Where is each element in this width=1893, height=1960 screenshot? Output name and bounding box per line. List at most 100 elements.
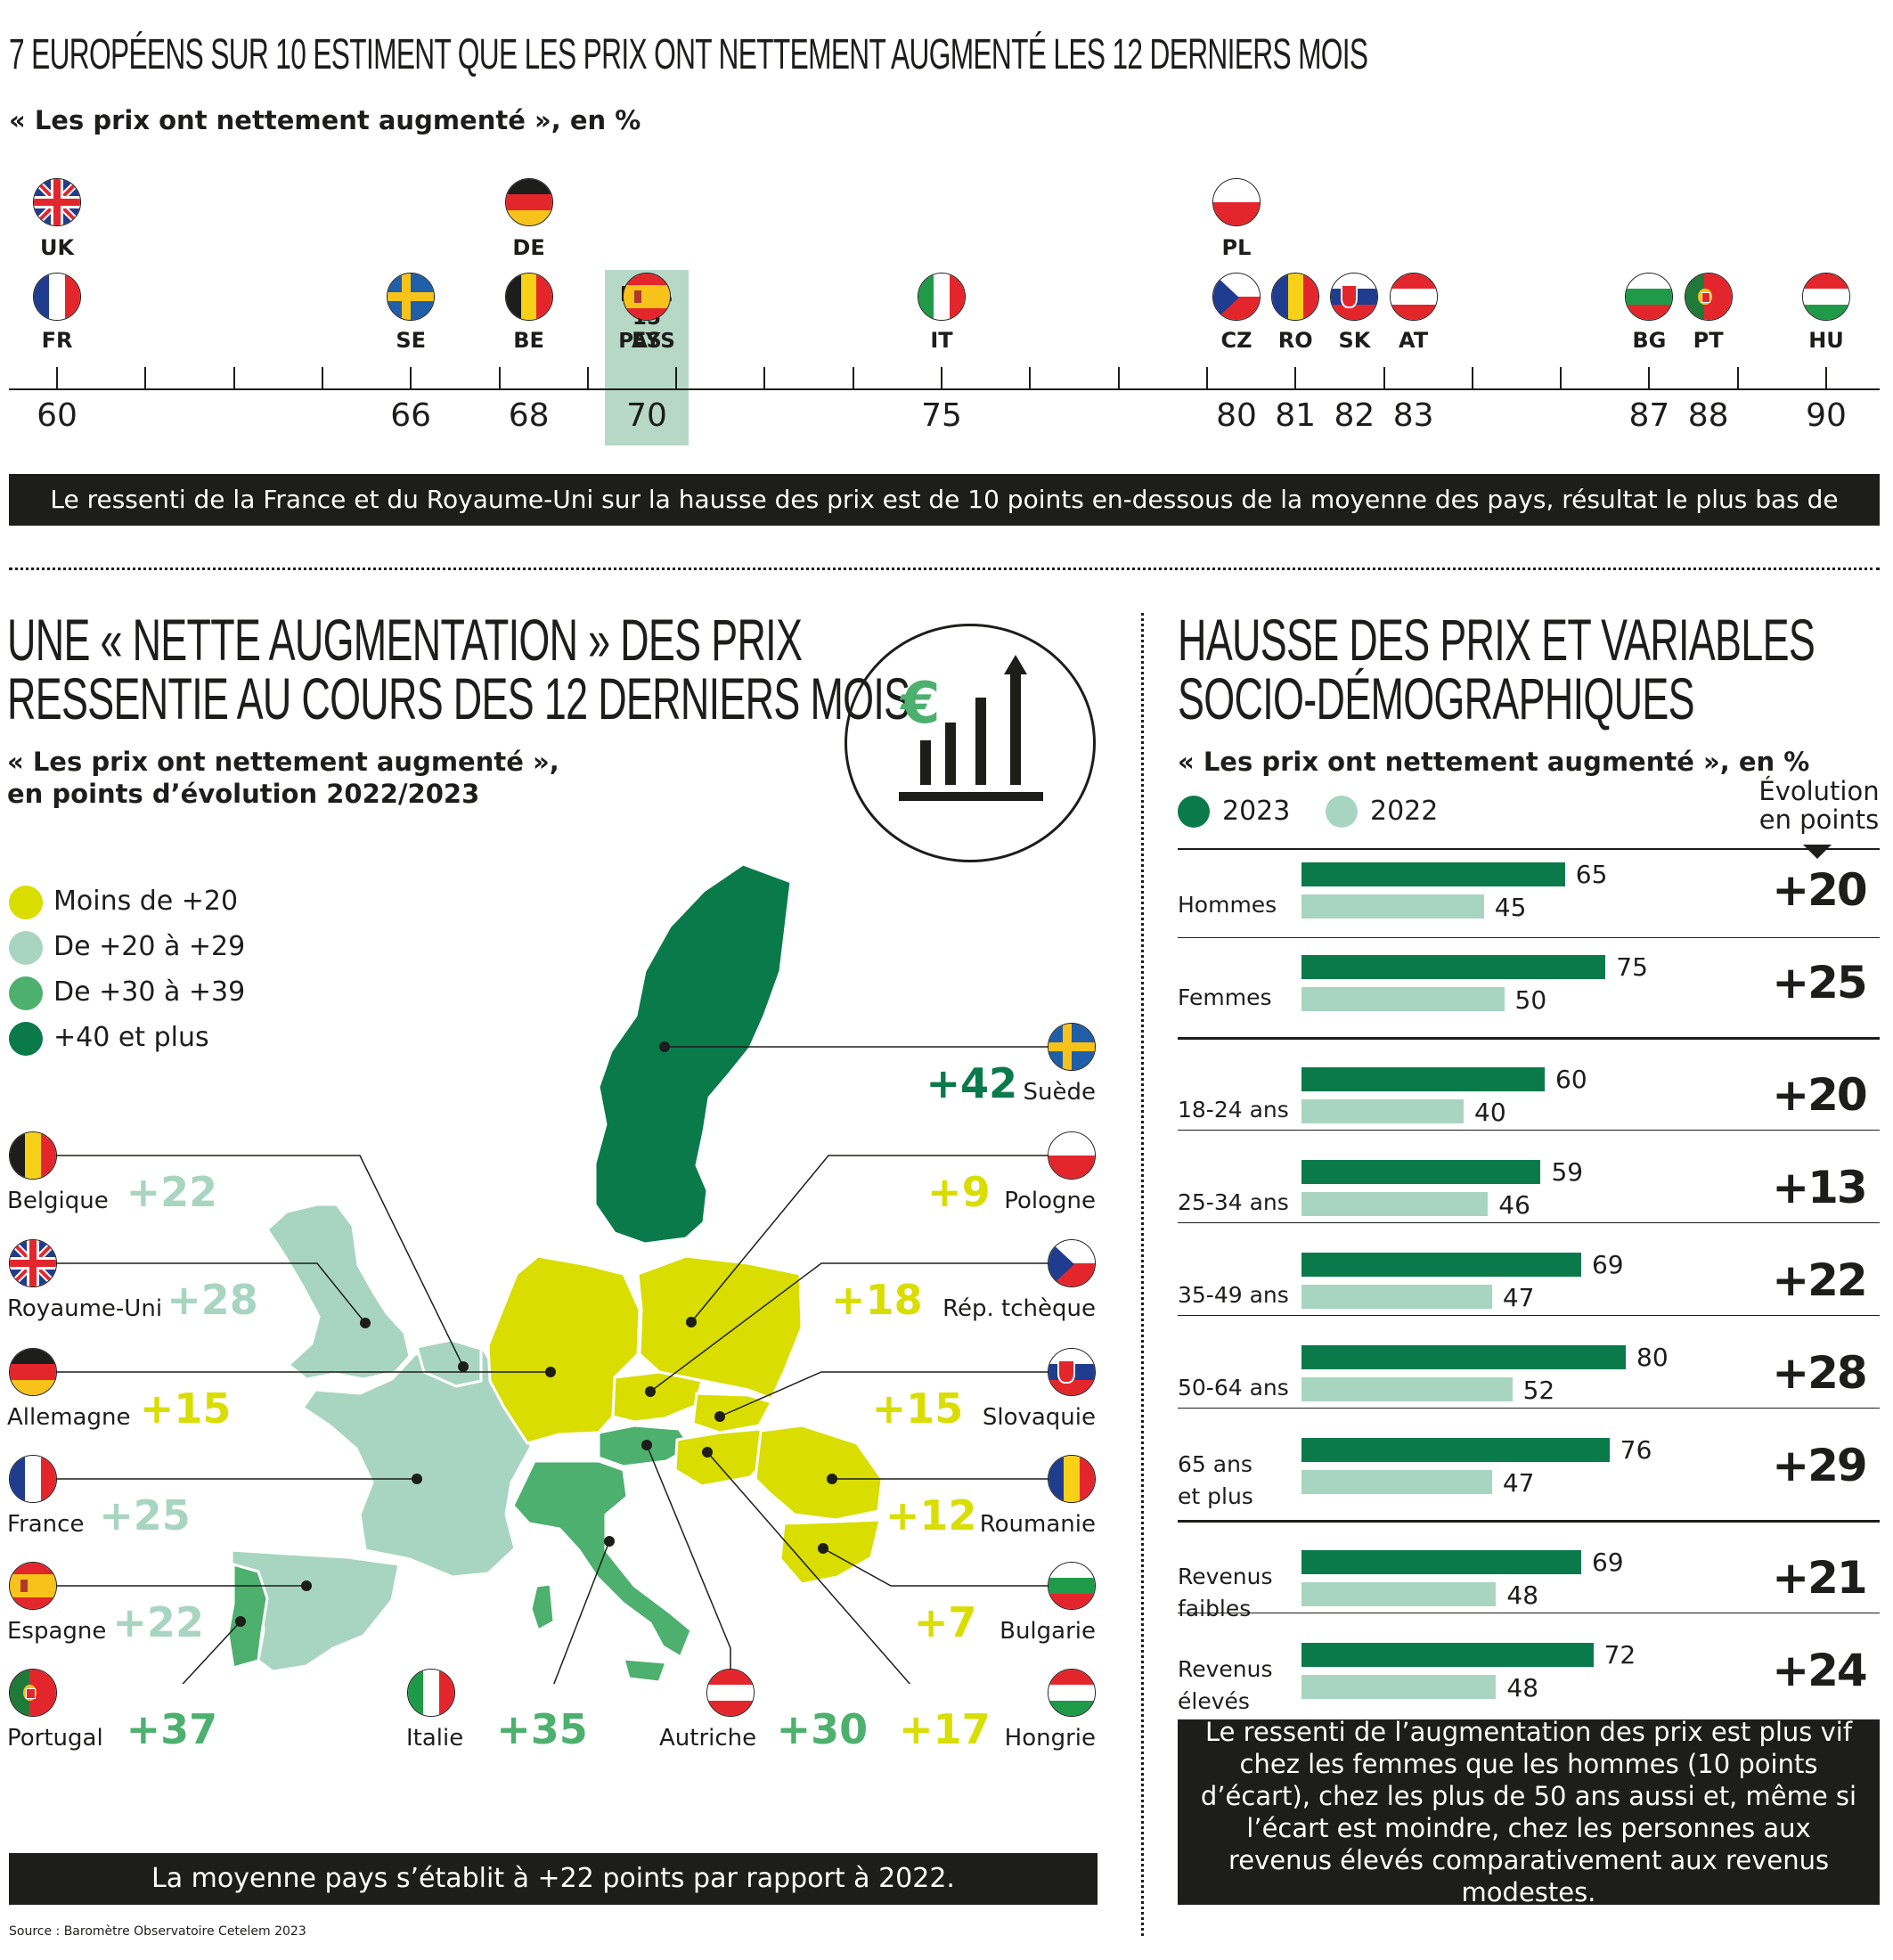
- euro-icon: €: [901, 671, 941, 737]
- legend-2023-label: 2023: [1222, 796, 1291, 827]
- dot-slovakia: [714, 1411, 725, 1422]
- dot-romania: [827, 1474, 837, 1484]
- flag-fr-icon: [9, 1455, 57, 1503]
- map-czechia: [611, 1370, 704, 1424]
- country-code-label: PL: [1221, 235, 1252, 260]
- legend-label: Moins de +20: [53, 886, 239, 917]
- row-label-line1: 18-24 ans: [1178, 1097, 1289, 1123]
- map-note-text: La moyenne pays s’établit à +22 points p…: [151, 1863, 955, 1894]
- axis-tick: [1029, 367, 1032, 388]
- tick-label: 70: [626, 397, 667, 434]
- map-subtitle-line2: en points d’évolution 2022/2023: [7, 779, 480, 809]
- row-label-line1: Hommes: [1178, 892, 1277, 918]
- flag-it-icon: [918, 273, 966, 321]
- callout-value: +22: [126, 1168, 218, 1216]
- callout-country-name: Slovaquie: [982, 1404, 1096, 1431]
- dot-hungary: [702, 1447, 713, 1458]
- leader-hungary: [706, 1451, 911, 1684]
- socio-title-line2: SOCIO-DÉMOGRAPHIQUES: [1178, 666, 1695, 731]
- row-label-line2: élevés: [1178, 1688, 1250, 1714]
- flag-es-icon: [623, 273, 671, 321]
- row-separator: [1178, 1315, 1880, 1316]
- bar-value-2022: 48: [1506, 1580, 1539, 1610]
- bar-value-2022: 52: [1522, 1376, 1555, 1405]
- axis-tick: [1205, 367, 1208, 388]
- legend-2022-label: 2022: [1370, 796, 1439, 827]
- tick-label: 60: [37, 397, 78, 434]
- flag-es-icon: [9, 1562, 57, 1610]
- legend-dot: [9, 931, 43, 965]
- flag-at-icon: [706, 1669, 755, 1717]
- bar-2022: [1301, 1192, 1489, 1216]
- bar-value-2022: 47: [1502, 1283, 1535, 1312]
- map-sicily: [622, 1657, 668, 1684]
- bar-value-2023: 59: [1551, 1157, 1584, 1187]
- row-label-line1: 50-64 ans: [1178, 1375, 1289, 1401]
- axis-tick: [941, 367, 942, 388]
- evolution-header-line2: en points: [1758, 804, 1880, 835]
- evolution-header-line1: Évolution: [1758, 776, 1880, 806]
- country-code-label: UK: [39, 235, 75, 260]
- socio-title-line1: HAUSSE DES PRIX ET VARIABLES: [1178, 607, 1815, 673]
- icon-bar-1: [920, 740, 931, 785]
- axis-tick: [410, 367, 412, 388]
- source: Source : Baromètre Observatoire Cetelem …: [9, 1924, 306, 1939]
- map-germany: [486, 1254, 641, 1445]
- callout-value: +25: [99, 1491, 191, 1539]
- bar-value-2023: 69: [1591, 1250, 1624, 1279]
- bar-2022: [1301, 987, 1505, 1011]
- dot-portugal: [235, 1616, 246, 1627]
- row-label: Femmes: [1178, 982, 1272, 1014]
- flag-se-icon: [387, 273, 436, 321]
- flag-de-icon: [9, 1348, 57, 1396]
- country-code-label: SK: [1338, 328, 1371, 353]
- row-label: 65 ans et plus: [1178, 1449, 1253, 1513]
- bar-value-2022: 40: [1474, 1098, 1506, 1127]
- top-subtitle: « Les prix ont nettement augmenté », en …: [9, 105, 641, 135]
- icon-bar-2: [945, 723, 956, 785]
- evolution-value: +24: [1772, 1645, 1867, 1696]
- callout-country-name: France: [7, 1511, 85, 1538]
- bar-2022: [1301, 1582, 1497, 1606]
- leader-poland: [690, 1155, 1048, 1323]
- dot-poland: [686, 1317, 697, 1327]
- row-label: 25-34 ans: [1178, 1187, 1289, 1219]
- callout-value: +7: [913, 1598, 977, 1646]
- dot-uk: [360, 1318, 371, 1328]
- bar-2023: [1301, 1067, 1545, 1091]
- bar-2023: [1301, 1438, 1610, 1462]
- row-label: Revenus élevés: [1178, 1654, 1273, 1718]
- bar-value-2023: 60: [1555, 1065, 1587, 1094]
- bar-value-2022: 46: [1498, 1190, 1530, 1220]
- callout-value: +22: [112, 1598, 204, 1646]
- row-separator: [1178, 937, 1880, 938]
- bar-value-2022: 50: [1514, 985, 1547, 1015]
- top-title: 7 EUROPÉENS SUR 10 ESTIMENT QUE LES PRIX…: [9, 31, 1368, 78]
- bar-2023: [1301, 1550, 1581, 1574]
- bar-2022: [1301, 894, 1484, 919]
- country-code-label: IT: [930, 328, 953, 353]
- country-code-label: DE: [512, 235, 545, 260]
- tick-label: 88: [1687, 397, 1729, 434]
- row-label: 50-64 ans: [1178, 1372, 1289, 1404]
- country-code-label: CZ: [1220, 328, 1252, 353]
- tick-label: 87: [1628, 397, 1670, 434]
- legend-2023-dot: [1178, 796, 1210, 828]
- map-title-line2: RESSENTIE AU COURS DES 12 DERNIERS MOIS: [7, 666, 910, 731]
- map-sardinia: [529, 1582, 556, 1632]
- row-separator: [1178, 1408, 1880, 1409]
- legend-dot: [9, 886, 43, 919]
- flag-pt-icon: [9, 1669, 57, 1717]
- flag-pl-icon: [1212, 178, 1261, 226]
- map-subtitle-line1: « Les prix ont nettement augmenté »,: [7, 747, 559, 777]
- axis-tick: [1560, 367, 1563, 388]
- country-code-label: RO: [1277, 328, 1313, 353]
- map-note: La moyenne pays s’établit à +22 points p…: [9, 1853, 1097, 1905]
- socio-subtitle: « Les prix ont nettement augmenté », en …: [1178, 747, 1810, 777]
- evolution-value: +25: [1772, 957, 1867, 1009]
- axis-tick: [675, 367, 678, 388]
- callout-value: +28: [167, 1276, 258, 1324]
- callout-value: +18: [831, 1276, 923, 1324]
- callout-country-name: Autriche: [659, 1725, 757, 1752]
- axis-tick: [1294, 367, 1297, 388]
